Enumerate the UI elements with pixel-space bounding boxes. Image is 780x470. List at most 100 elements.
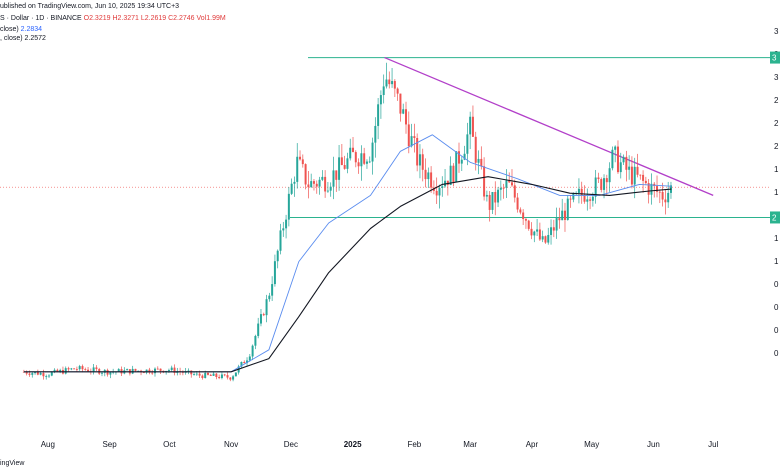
candle-body [566, 198, 569, 220]
time-tick-label: Nov [224, 440, 238, 449]
candle-body [343, 165, 346, 169]
candle-body [137, 370, 140, 372]
time-tick-label: Dec [284, 440, 298, 449]
descending-trendline [384, 56, 714, 197]
candle-body [471, 116, 474, 137]
price-tick-label: 0 [774, 280, 779, 289]
symbol-info: S · Dollar · 1D · BINANCE [0, 15, 82, 22]
candle-body [349, 147, 352, 159]
candle-body [318, 179, 321, 187]
candle-body [547, 234, 550, 243]
price-tick-label: 0 [774, 326, 779, 335]
candle-body [591, 196, 594, 201]
candle-body [131, 368, 134, 374]
time-tick-label: 2025 [344, 440, 362, 449]
candle-body [605, 178, 608, 183]
candle-body [324, 176, 327, 192]
candle-body [254, 335, 257, 346]
candle-body [600, 179, 603, 190]
candle-body [644, 180, 647, 184]
candle-body [491, 192, 494, 210]
candle-body [488, 194, 491, 210]
price-tick-label: 0 [774, 349, 779, 358]
candle-body [229, 377, 232, 380]
candle-body [658, 191, 661, 193]
price-tick-label: 2 [774, 142, 779, 151]
time-tick-label: Jul [708, 440, 718, 449]
price-tick-label: 1 [774, 188, 779, 197]
candle-body [413, 136, 416, 138]
candle-body [385, 79, 388, 87]
candle-body [151, 372, 154, 374]
candle-body [42, 373, 45, 377]
candle-body [321, 176, 324, 180]
candle-body [667, 192, 670, 203]
candle-body [265, 299, 268, 316]
candle-body [519, 209, 522, 213]
candle-body [469, 116, 472, 135]
candle-body [340, 157, 343, 166]
price-tick-label: 2 [774, 96, 779, 105]
candle-body [430, 172, 433, 188]
candle-body [474, 136, 477, 163]
candle-body [371, 142, 374, 162]
candle-body [396, 88, 399, 94]
candle-body [388, 79, 391, 85]
time-tick-label: Oct [163, 440, 176, 449]
candle-body [647, 183, 650, 195]
candle-body [485, 194, 488, 197]
candle-body [633, 166, 636, 185]
candle-body [215, 373, 218, 378]
candle-body [315, 183, 318, 187]
candle-body [393, 81, 396, 89]
candle-body [193, 374, 196, 376]
candle-body [589, 199, 592, 201]
candle-body [276, 250, 279, 262]
candle-body [39, 373, 42, 375]
candle-body [497, 189, 500, 203]
candle-body [167, 370, 170, 371]
candle-body [346, 158, 349, 169]
price-tick-label: 1 [774, 165, 779, 174]
candle-body [156, 368, 159, 370]
candle-body [569, 198, 572, 200]
price-tick-label: 1 [774, 257, 779, 266]
ma-slow-label: , close) [0, 35, 23, 42]
candle-body [466, 134, 469, 154]
candle-body [407, 124, 410, 147]
candle-body [134, 368, 137, 371]
candle-body [101, 372, 103, 374]
candle-body [480, 158, 483, 167]
candle-body [293, 181, 296, 184]
candle-body [446, 180, 449, 186]
candle-body [483, 166, 486, 197]
candle-body [625, 156, 628, 170]
time-axis: Aug Sep Oct Nov Dec 2025 Feb Mar Apr May Jun Jul [41, 440, 719, 449]
candle-body [458, 151, 460, 164]
candle-body [75, 369, 78, 370]
candle-body [206, 372, 209, 375]
candle-body [209, 374, 212, 376]
candle-body [190, 370, 193, 375]
candle-body [608, 168, 611, 183]
candle-body [126, 369, 129, 371]
candle-body [438, 187, 441, 196]
time-tick-label: Aug [41, 440, 55, 449]
candle-body [527, 220, 530, 229]
candle-body [243, 361, 246, 364]
candle-body [541, 236, 544, 240]
candle-body [50, 372, 53, 376]
candle-body [661, 191, 664, 200]
level-badge [770, 51, 780, 64]
candle-body [555, 218, 558, 231]
candle-body [187, 370, 190, 372]
candle-body [232, 376, 235, 380]
candle-body [109, 372, 112, 375]
candle-body [628, 166, 631, 170]
candle-body [218, 377, 221, 379]
candle-body [95, 367, 98, 370]
price-tick-label: 3 [774, 73, 779, 82]
price-tick-label: 0 [774, 303, 779, 312]
candle-body [630, 166, 633, 185]
